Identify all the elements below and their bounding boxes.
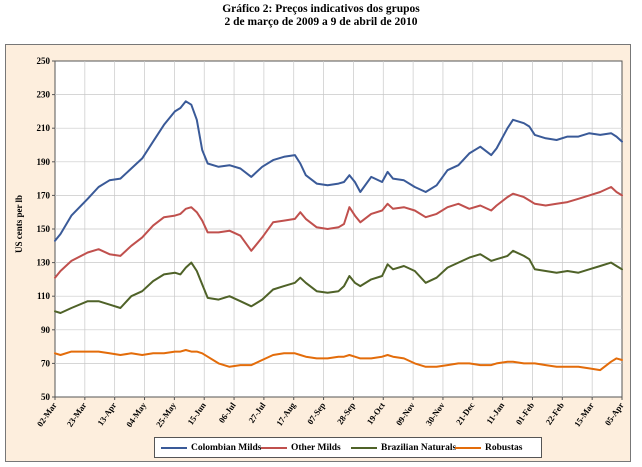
x-tick-label: 15-Mar	[572, 400, 596, 428]
x-tick-label: 01-Feb	[514, 400, 537, 426]
x-tick-label: 02-Mar	[35, 400, 59, 428]
chart-title-line1: Gráfico 2: Preços indicativos dos grupos	[222, 3, 420, 15]
legend-item-colombian-milds: Colombian Milds	[161, 441, 261, 455]
x-tick-label: 27-Jul	[246, 400, 268, 425]
y-tick-label: 190	[37, 157, 51, 167]
series-line-brazilian-naturals	[54, 249, 623, 314]
legend-label: Other Milds	[291, 443, 341, 453]
y-tick-label: 150	[37, 224, 51, 234]
x-tick-label: 19-Oct	[365, 400, 387, 426]
x-tick-label: 11-Jan	[484, 400, 506, 426]
x-tick-label: 15-Jun	[185, 400, 208, 426]
legend-label: Robustas	[485, 443, 523, 453]
legend-label: Brazilian Naturals	[381, 443, 457, 453]
series-line-colombian-milds	[54, 100, 623, 242]
x-tick-label: 06-Jul	[216, 400, 238, 425]
y-tick-label: 130	[37, 258, 51, 268]
y-axis-label: US cents per lb	[14, 195, 24, 253]
y-tick-label: 90	[41, 325, 51, 335]
x-tick-label: 23-Mar	[65, 400, 89, 428]
x-tick-label: 21-Dec	[454, 400, 477, 426]
y-tick-label: 70	[41, 358, 51, 368]
y-tick-label: 170	[37, 190, 51, 200]
x-tick-label: 13-Apr	[95, 400, 118, 427]
y-tick-label: 230	[37, 90, 51, 100]
legend-item-robustas: Robustas	[455, 441, 523, 455]
x-tick-label: 22-Feb	[543, 400, 566, 426]
series-line-other-milds	[54, 186, 623, 279]
x-tick-label: 05-Apr	[603, 400, 626, 427]
x-tick-label: 07-Sep	[305, 400, 327, 426]
chart-title-line2: 2 de março de 2009 a 9 de abril de 2010	[224, 16, 418, 28]
x-tick-label: 04-May	[124, 400, 149, 429]
x-tick-label: 25-May	[154, 400, 179, 429]
y-tick-label: 250	[37, 56, 51, 66]
series-line-robustas	[54, 349, 623, 372]
x-tick-label: 09-Nov	[394, 400, 418, 428]
legend-item-brazilian-naturals: Brazilian Naturals	[351, 441, 456, 455]
legend-swatch	[351, 447, 377, 449]
y-tick-label: 50	[41, 392, 51, 402]
legend-swatch	[261, 447, 287, 449]
x-tick-label: 30-Nov	[423, 400, 447, 428]
x-tick-label: 17-Aug	[274, 400, 298, 428]
legend-swatch	[161, 447, 187, 449]
legend-label: Colombian Milds	[191, 443, 262, 453]
chart-legend: Colombian Milds Other Milds Brazilian Natu…	[154, 437, 542, 458]
y-tick-label: 210	[37, 123, 51, 133]
legend-item-other-milds: Other Milds	[261, 441, 341, 455]
x-tick-label: 28-Sep	[335, 400, 357, 426]
legend-swatch	[455, 447, 481, 449]
y-tick-label: 110	[37, 291, 51, 301]
